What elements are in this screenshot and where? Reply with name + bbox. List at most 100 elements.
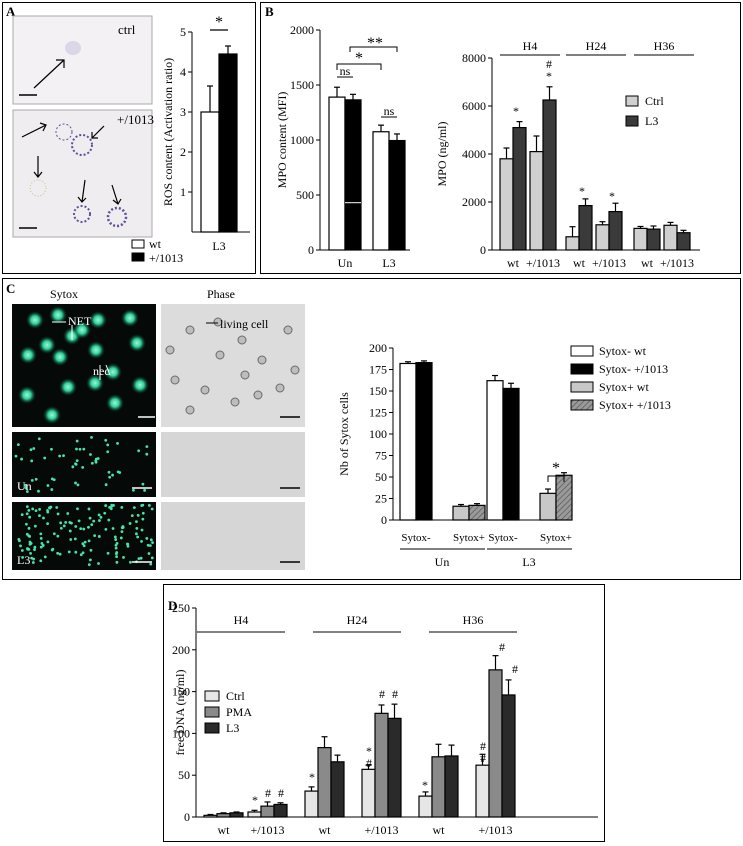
sytox-header: Sytox [50,287,78,301]
sytox-dot [56,551,60,555]
sig-label: ns [384,104,395,118]
sytox-dot [37,437,41,441]
y-tick-label: 0 [480,243,486,257]
y-tick-label: 25 [375,492,387,506]
bar-+/1013-L3 [676,232,691,251]
sig-label: * [422,778,428,792]
sytox-dot [106,450,110,454]
y-axis-title: ROS content (Activation ratio) [161,58,175,206]
phase-header: Phase [207,287,235,301]
sytox-dot [135,520,138,524]
sytox-dot [120,530,124,533]
sytox-dot [104,527,108,531]
sytox-dot [110,503,114,507]
sytox-dot [40,541,44,545]
sytox-dot [33,545,37,549]
sytox-dot [94,460,98,464]
y-tick-label: 1500 [290,78,314,92]
bar-L3-wt [372,131,390,251]
sytox-dot [28,542,32,546]
sig-label: * [609,189,615,203]
timepoint-label: H4 [234,613,249,627]
legend-wt: wt [149,237,162,251]
x-category-label: +/1013 [250,823,284,837]
bar-+/1013 [218,53,238,233]
x-category-label: wt [218,823,231,837]
sytox-dot [108,475,112,479]
bar-wt-Ctrl [304,790,319,818]
sytox-dot [17,537,21,541]
sytox-dot [74,550,78,554]
sytox-dot [122,556,125,559]
legend-swatch-ctrl [625,95,639,107]
sytox-dot [149,562,153,566]
bar-wt-Ctrl [418,795,433,818]
sytox-dot [88,516,92,520]
panel-c-label: C [6,281,16,296]
sytox-dot [25,490,29,493]
y-tick-label: 500 [296,188,314,202]
panel-a-frame [2,2,256,274]
sytox-dot [39,536,43,540]
phase-cell [237,335,247,345]
sytox-nucleus [73,321,91,339]
y-tick-label: 4 [180,65,186,79]
timepoint-label: H4 [523,39,538,53]
sig-bracket [547,475,565,482]
sytox-dot [97,513,101,517]
sytox-dot [30,479,34,482]
sytox-dot [39,532,43,536]
sytox-dot [149,538,153,542]
sytox-dot [27,534,31,538]
sig-label: * [552,460,560,477]
x-group-label: L3 [522,555,535,569]
sytox-dot [130,514,134,518]
phase-image-top: living cell [161,304,305,427]
sytox-dot [116,470,120,474]
sytox-dot [56,534,60,538]
sytox-dot [33,548,36,551]
sig-bracket [349,46,398,52]
sytox-dot [82,544,86,548]
sig-label: * [513,104,519,118]
legend-swatch [204,690,220,702]
bar-Un-wt [328,96,346,251]
sytox-nucleus [87,341,105,359]
bar-+/1013-Ctrl [247,811,262,818]
x-category-label: +/1013 [364,823,398,837]
sytox-dot [135,526,139,530]
bar-+/1013-Ctrl [595,224,610,251]
sytox-dot [150,556,154,560]
bar-wt-Ctrl [203,814,218,818]
y-tick-label: 50 [375,470,387,484]
bar-wt-Ctrl [633,227,648,251]
sytox-dot [46,540,50,544]
x-category-label: L3 [212,239,225,253]
sytox-dot [140,528,144,532]
sytox-dot [135,532,138,536]
sytox-dot [74,481,77,485]
sytox-image-l3: L3 [12,502,156,570]
sytox-dot [79,527,83,530]
sytox-dot [99,515,103,519]
sytox-dot [89,453,92,456]
un-label-image: Un [17,479,32,493]
panel-c-frame [2,278,741,580]
bar-wt-PMA [216,813,231,818]
sytox-dot [81,542,85,546]
sytox-dot [43,456,47,460]
phase-cell [240,370,250,380]
sytox-dot [143,488,146,492]
sytox-dot [20,457,23,461]
bar-+/1013-L3 [501,694,516,818]
legend-label: Sytox+ +/1013 [599,398,671,412]
timepoint-label: H36 [654,39,675,53]
sytox-dot [29,448,33,452]
sytox-nucleus [121,309,139,327]
sytox-nucleus [49,306,67,324]
sytox-dot [141,517,145,521]
sytox-dot [76,507,79,511]
sytox-dot [136,513,140,517]
sytox-dot [76,483,80,487]
sig-label: # [278,786,284,800]
